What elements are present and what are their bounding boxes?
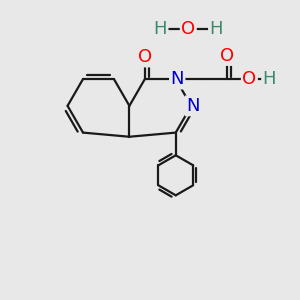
Text: H: H bbox=[262, 70, 276, 88]
Text: O: O bbox=[181, 20, 195, 38]
Text: H: H bbox=[209, 20, 223, 38]
Text: O: O bbox=[242, 70, 256, 88]
Text: N: N bbox=[186, 97, 200, 115]
Text: H: H bbox=[154, 20, 167, 38]
Text: O: O bbox=[220, 46, 234, 64]
Text: O: O bbox=[138, 48, 152, 66]
Text: N: N bbox=[170, 70, 184, 88]
